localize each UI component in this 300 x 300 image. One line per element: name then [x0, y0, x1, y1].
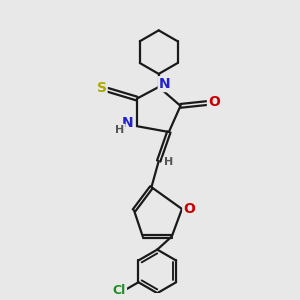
Text: O: O [183, 202, 195, 216]
Text: S: S [97, 81, 106, 95]
Text: N: N [122, 116, 134, 130]
Text: H: H [164, 158, 173, 167]
Text: N: N [159, 77, 170, 91]
Text: H: H [116, 125, 125, 135]
Text: Cl: Cl [113, 284, 126, 297]
Text: O: O [208, 94, 220, 109]
